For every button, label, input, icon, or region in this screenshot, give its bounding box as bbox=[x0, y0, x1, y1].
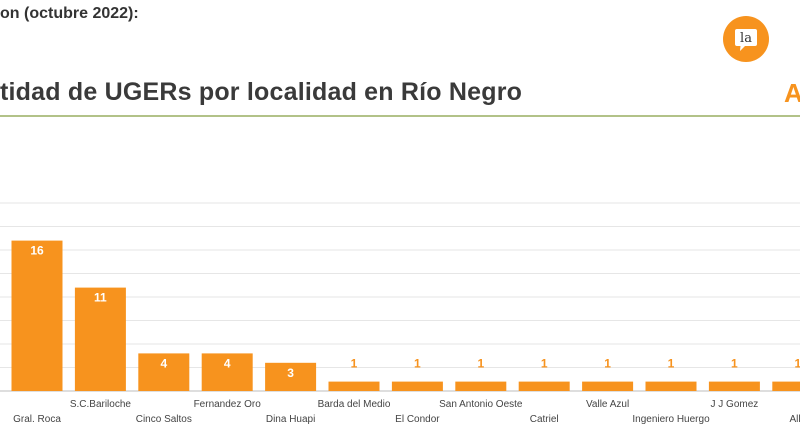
bar-value-label: 1 bbox=[668, 357, 675, 371]
category-labels: Gral. Roca S.C.Bariloche Cinco SaltosFerna… bbox=[13, 399, 800, 425]
bar[interactable] bbox=[265, 362, 317, 391]
bar[interactable] bbox=[328, 381, 380, 391]
bar[interactable] bbox=[582, 381, 634, 391]
bar[interactable] bbox=[772, 381, 800, 391]
intro-text: on (octubre 2022): bbox=[0, 5, 139, 22]
bar-value-label: 16 bbox=[30, 244, 44, 258]
category-label: Barda del Medio bbox=[318, 399, 391, 410]
title-divider bbox=[0, 115, 800, 117]
bar[interactable] bbox=[708, 381, 760, 391]
category-label: Ingeniero Huergo bbox=[632, 414, 710, 425]
bar-value-label: 4 bbox=[224, 356, 231, 370]
category-label: Gral. Roca bbox=[13, 414, 61, 425]
bar-value-label: 11 bbox=[94, 291, 107, 305]
category-label: J J Gomez bbox=[711, 399, 759, 410]
bar-value-label: 1 bbox=[731, 357, 738, 371]
category-label: Fernandez Oro bbox=[194, 399, 262, 410]
bar-value-label: 3 bbox=[287, 366, 294, 380]
bar-value-label: 4 bbox=[160, 356, 167, 370]
bar[interactable] bbox=[138, 353, 190, 391]
bar[interactable] bbox=[11, 240, 63, 391]
category-label: Catriel bbox=[530, 414, 559, 425]
chart-title: tidad de UGERs por localidad en Río Negr… bbox=[0, 78, 523, 106]
category-label: San Antonio Oeste bbox=[439, 399, 523, 410]
bar-value-label: 1 bbox=[794, 357, 800, 371]
bar-value-label: 1 bbox=[541, 357, 548, 371]
logo-text: la bbox=[740, 31, 752, 46]
category-label: Dina Huapi bbox=[266, 414, 315, 425]
bar[interactable] bbox=[74, 287, 126, 391]
bars bbox=[11, 240, 800, 391]
bar[interactable] bbox=[518, 381, 570, 391]
bar-value-label: 1 bbox=[604, 357, 611, 371]
bar[interactable] bbox=[645, 381, 697, 391]
bar-value-label: 1 bbox=[351, 357, 358, 371]
bar-value-label: 1 bbox=[414, 357, 421, 371]
brand-letter: A bbox=[784, 78, 800, 108]
category-label: S.C.Bariloche bbox=[70, 399, 132, 410]
category-label: El Condor bbox=[395, 414, 440, 425]
bar[interactable] bbox=[455, 381, 507, 391]
category-label: Valle Azul bbox=[586, 399, 629, 410]
category-label: Cinco Saltos bbox=[136, 414, 192, 425]
la-logo-icon[interactable]: la bbox=[723, 16, 769, 62]
category-label: Alle bbox=[789, 414, 800, 425]
bar[interactable] bbox=[201, 353, 253, 391]
bar-value-label: 1 bbox=[477, 357, 484, 371]
bar[interactable] bbox=[391, 381, 443, 391]
